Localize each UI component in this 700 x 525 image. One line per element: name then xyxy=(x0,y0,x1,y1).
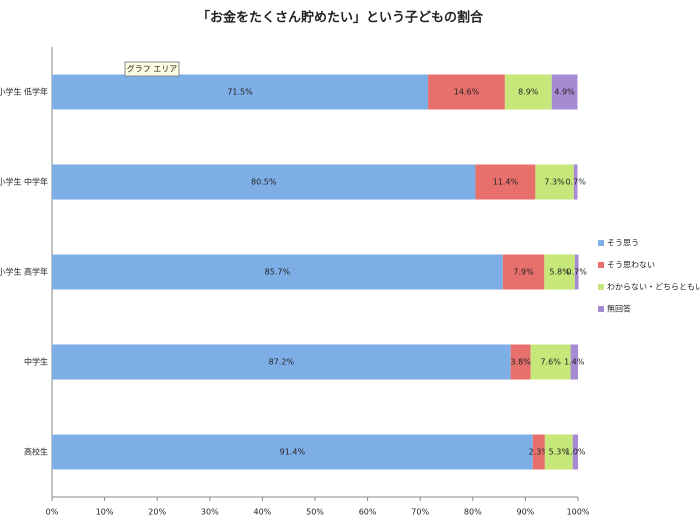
bar-segment xyxy=(535,164,574,200)
value-label: 5.3% xyxy=(549,448,570,457)
y-tick-label: 小学生 高学年 xyxy=(0,267,48,277)
value-label: 3.8% xyxy=(511,358,532,367)
y-tick-label: 中学生 xyxy=(24,357,48,367)
value-label: 4.9% xyxy=(554,88,575,97)
x-tick-label: 30% xyxy=(201,508,219,517)
bar-segment xyxy=(573,164,578,200)
bar-segment xyxy=(52,74,429,110)
bar-segment xyxy=(52,164,476,200)
y-tick-label: 高校生 xyxy=(24,447,48,457)
value-label: 2.3% xyxy=(529,448,550,457)
legend-label: そう思わない xyxy=(607,261,655,270)
bar-segment xyxy=(551,74,578,110)
tooltip-box xyxy=(124,61,180,77)
legend-swatch xyxy=(598,262,604,268)
bar-segment xyxy=(574,254,579,290)
bar-segment xyxy=(572,434,578,470)
legend-label: 無回答 xyxy=(607,304,631,314)
value-label: 1.0% xyxy=(565,448,586,457)
value-label: 7.3% xyxy=(544,178,565,187)
bar-segment xyxy=(428,74,505,110)
bar-segment xyxy=(510,344,531,380)
x-tick-label: 90% xyxy=(517,508,535,517)
bar-segment xyxy=(544,434,573,470)
y-tick-label: 小学生 低学年 xyxy=(0,87,48,97)
value-label: 1.4% xyxy=(564,358,585,367)
tooltip: グラフ エリア xyxy=(127,64,178,74)
x-tick-label: 20% xyxy=(148,508,166,517)
legend-swatch xyxy=(598,240,604,246)
bar-segment xyxy=(52,344,511,380)
value-label: 85.7% xyxy=(265,268,291,277)
value-label: 71.5% xyxy=(227,88,253,97)
legend-swatch xyxy=(598,284,604,290)
value-label: 11.4% xyxy=(493,178,519,187)
bar-segment xyxy=(504,74,552,110)
x-tick-label: 70% xyxy=(411,508,429,517)
bar-segment xyxy=(570,344,578,380)
legend-swatch xyxy=(598,306,604,312)
bar-segment xyxy=(52,434,533,470)
legend-label: わからない・どちらともいえない xyxy=(607,283,700,292)
bar-segment xyxy=(502,254,545,290)
value-label: 14.6% xyxy=(454,88,480,97)
x-tick-label: 60% xyxy=(359,508,377,517)
value-label: 0.7% xyxy=(567,268,588,277)
x-tick-label: 0% xyxy=(46,508,59,517)
value-label: 8.9% xyxy=(518,88,539,97)
value-label: 5.8% xyxy=(549,268,570,277)
y-tick-label: 小学生 中学年 xyxy=(0,177,48,187)
x-tick-label: 100% xyxy=(567,508,590,517)
legend-label: そう思う xyxy=(607,239,639,248)
x-tick-label: 10% xyxy=(96,508,114,517)
value-label: 7.9% xyxy=(513,268,534,277)
x-tick-label: 50% xyxy=(306,508,324,517)
value-label: 7.6% xyxy=(540,358,561,367)
x-tick-label: 80% xyxy=(464,508,482,517)
value-label: 0.7% xyxy=(565,178,586,187)
value-label: 91.4% xyxy=(280,448,306,457)
chart-title: 「お金をたくさん貯めたい」という子どもの割合 xyxy=(197,10,484,26)
value-label: 80.5% xyxy=(251,178,277,187)
x-tick-label: 40% xyxy=(254,508,272,517)
bar-segment xyxy=(52,254,503,290)
bar-segment xyxy=(544,254,575,290)
bar-segment xyxy=(530,344,571,380)
bar-segment xyxy=(532,434,545,470)
bar-segment xyxy=(475,164,536,200)
value-label: 87.2% xyxy=(269,358,295,367)
